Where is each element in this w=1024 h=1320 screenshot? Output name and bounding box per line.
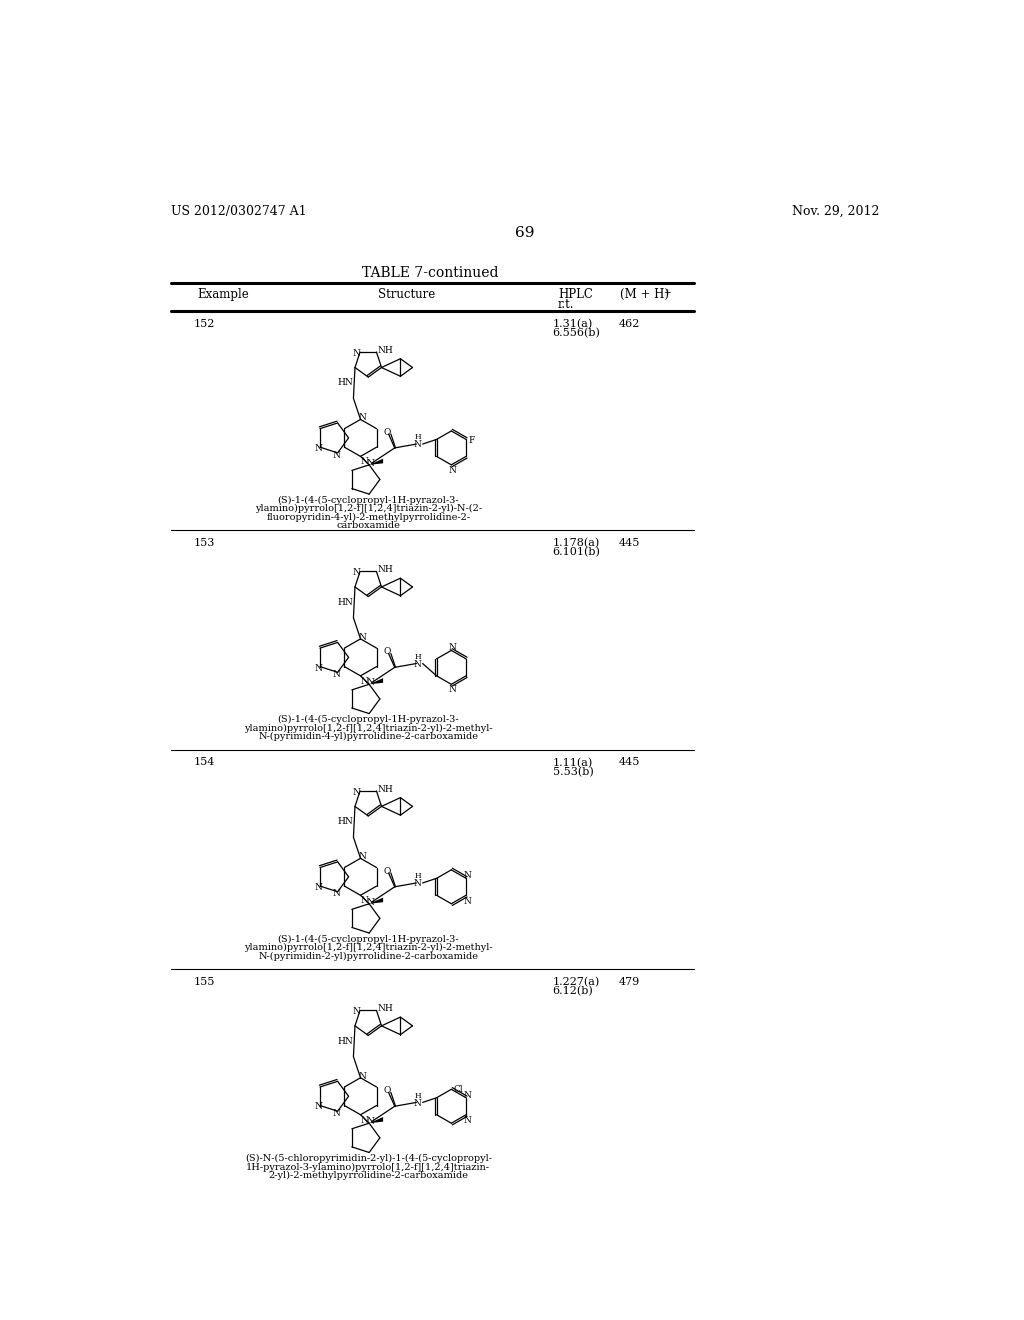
Text: N: N [359,853,367,861]
Text: 155: 155 [194,977,215,987]
Text: 154: 154 [194,758,215,767]
Text: N: N [367,1117,375,1126]
Text: US 2012/0302747 A1: US 2012/0302747 A1 [171,205,306,218]
Text: H: H [415,652,422,661]
Text: N: N [449,643,457,652]
Polygon shape [370,1117,383,1123]
Text: r.t.: r.t. [558,298,574,310]
Text: H: H [415,433,422,441]
Text: N: N [359,632,367,642]
Text: Nov. 29, 2012: Nov. 29, 2012 [792,205,879,218]
Text: N: N [359,413,367,422]
Text: N: N [414,440,421,449]
Text: 1.11(a): 1.11(a) [553,758,593,768]
Text: +: + [663,288,671,297]
Text: 479: 479 [618,977,640,987]
Text: N: N [360,677,369,685]
Text: HN: HN [338,817,353,826]
Text: N: N [332,671,340,678]
Text: N-(pyrimidin-4-yl)pyrrolidine-2-carboxamide: N-(pyrimidin-4-yl)pyrrolidine-2-carboxam… [258,733,478,741]
Text: H: H [415,873,422,880]
Text: N: N [449,466,457,475]
Text: N: N [360,1115,369,1125]
Text: NH: NH [377,1005,393,1014]
Text: O: O [383,1086,390,1096]
Text: NH: NH [377,785,393,793]
Text: 1.227(a): 1.227(a) [553,977,600,987]
Text: 152: 152 [194,318,215,329]
Text: 69: 69 [515,226,535,240]
Text: N: N [367,678,375,688]
Text: TABLE 7-continued: TABLE 7-continued [362,267,499,280]
Text: ylamino)pyrrolo[1,2-f][1,2,4]triazin-2-yl)-2-methyl-: ylamino)pyrrolo[1,2-f][1,2,4]triazin-2-y… [244,942,493,952]
Text: N: N [360,457,369,466]
Text: ylamino)pyrrolo[1,2-f][1,2,4]triazin-2-yl)-2-methyl-: ylamino)pyrrolo[1,2-f][1,2,4]triazin-2-y… [244,723,493,733]
Text: 1H-pyrazol-3-ylamino)pyrrolo[1,2-f][1,2,4]triazin-: 1H-pyrazol-3-ylamino)pyrrolo[1,2-f][1,2,… [246,1163,490,1172]
Text: N: N [449,685,457,694]
Text: N: N [464,1090,472,1100]
Text: N: N [464,896,472,906]
Text: ylamino)pyrrolo[1,2-f][1,2,4]triazin-2-yl)-N-(2-: ylamino)pyrrolo[1,2-f][1,2,4]triazin-2-y… [255,504,482,513]
Text: 462: 462 [618,318,640,329]
Text: N: N [352,1007,360,1016]
Text: (S)-1-(4-(5-cyclopropyl-1H-pyrazol-3-: (S)-1-(4-(5-cyclopropyl-1H-pyrazol-3- [278,715,459,725]
Text: N: N [414,660,421,669]
Text: Cl: Cl [454,1085,463,1094]
Text: N: N [314,444,323,453]
Text: O: O [383,867,390,875]
Text: carboxamide: carboxamide [336,521,400,531]
Text: HN: HN [338,1036,353,1045]
Polygon shape [370,678,383,684]
Text: N: N [314,1102,323,1111]
Text: 5.53(b): 5.53(b) [553,767,594,777]
Text: 445: 445 [618,758,640,767]
Text: 1.31(a): 1.31(a) [553,318,593,329]
Text: NH: NH [377,565,393,574]
Text: Example: Example [198,288,250,301]
Text: N-(pyrimidin-2-yl)pyrrolidine-2-carboxamide: N-(pyrimidin-2-yl)pyrrolidine-2-carboxam… [258,952,478,961]
Text: N: N [414,1098,421,1107]
Text: (S)-1-(4-(5-cyclopropyl-1H-pyrazol-3-: (S)-1-(4-(5-cyclopropyl-1H-pyrazol-3- [278,496,459,504]
Text: H: H [415,1092,422,1100]
Text: (M + H): (M + H) [621,288,669,301]
Text: HPLC: HPLC [558,288,593,301]
Text: fluoropyridin-4-yl)-2-methylpyrrolidine-2-: fluoropyridin-4-yl)-2-methylpyrrolidine-… [266,512,470,521]
Text: (S)-N-(5-chloropyrimidin-2-yl)-1-(4-(5-cyclopropyl-: (S)-N-(5-chloropyrimidin-2-yl)-1-(4-(5-c… [245,1154,492,1163]
Text: 445: 445 [618,539,640,548]
Text: N: N [464,1117,472,1125]
Text: Structure: Structure [379,288,435,301]
Text: N: N [352,348,360,358]
Text: N: N [314,883,323,892]
Text: HN: HN [338,598,353,607]
Text: HN: HN [338,379,353,387]
Text: N: N [332,450,340,459]
Polygon shape [370,898,383,904]
Text: N: N [332,890,340,899]
Text: N: N [352,788,360,797]
Text: NH: NH [377,346,393,355]
Text: N: N [332,1109,340,1118]
Text: F: F [468,436,475,445]
Text: N: N [367,458,375,467]
Text: 6.101(b): 6.101(b) [553,548,600,557]
Polygon shape [370,458,383,465]
Text: N: N [414,879,421,888]
Text: N: N [367,898,375,907]
Text: 1.178(a): 1.178(a) [553,539,600,548]
Text: 153: 153 [194,539,215,548]
Text: 2-yl)-2-methylpyrrolidine-2-carboxamide: 2-yl)-2-methylpyrrolidine-2-carboxamide [268,1171,468,1180]
Text: N: N [359,1072,367,1081]
Text: 6.12(b): 6.12(b) [553,986,594,997]
Text: O: O [383,428,390,437]
Text: N: N [464,871,472,880]
Text: 6.556(b): 6.556(b) [553,327,600,338]
Text: O: O [383,647,390,656]
Text: N: N [360,896,369,906]
Text: N: N [352,569,360,577]
Text: (S)-1-(4-(5-cyclopropyl-1H-pyrazol-3-: (S)-1-(4-(5-cyclopropyl-1H-pyrazol-3- [278,935,459,944]
Text: N: N [314,664,323,672]
